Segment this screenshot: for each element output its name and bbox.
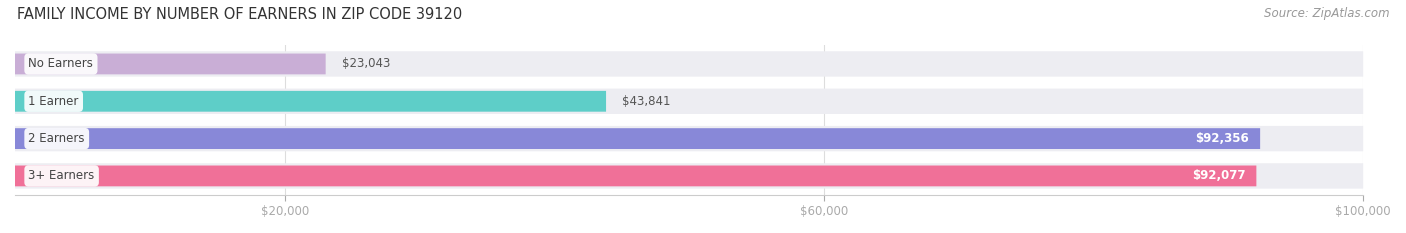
FancyBboxPatch shape — [15, 51, 1364, 77]
FancyBboxPatch shape — [15, 89, 1364, 114]
FancyBboxPatch shape — [15, 165, 1257, 186]
FancyBboxPatch shape — [15, 91, 606, 112]
FancyBboxPatch shape — [15, 128, 1260, 149]
FancyBboxPatch shape — [15, 126, 1364, 151]
Text: $23,043: $23,043 — [342, 58, 391, 70]
Text: $43,841: $43,841 — [623, 95, 671, 108]
Text: $92,356: $92,356 — [1195, 132, 1250, 145]
Text: 2 Earners: 2 Earners — [28, 132, 84, 145]
Text: FAMILY INCOME BY NUMBER OF EARNERS IN ZIP CODE 39120: FAMILY INCOME BY NUMBER OF EARNERS IN ZI… — [17, 7, 463, 22]
Text: Source: ZipAtlas.com: Source: ZipAtlas.com — [1264, 7, 1389, 20]
Text: $92,077: $92,077 — [1192, 169, 1246, 182]
FancyBboxPatch shape — [15, 54, 326, 74]
FancyBboxPatch shape — [15, 163, 1364, 188]
Text: 1 Earner: 1 Earner — [28, 95, 79, 108]
Text: No Earners: No Earners — [28, 58, 93, 70]
Text: 3+ Earners: 3+ Earners — [28, 169, 94, 182]
